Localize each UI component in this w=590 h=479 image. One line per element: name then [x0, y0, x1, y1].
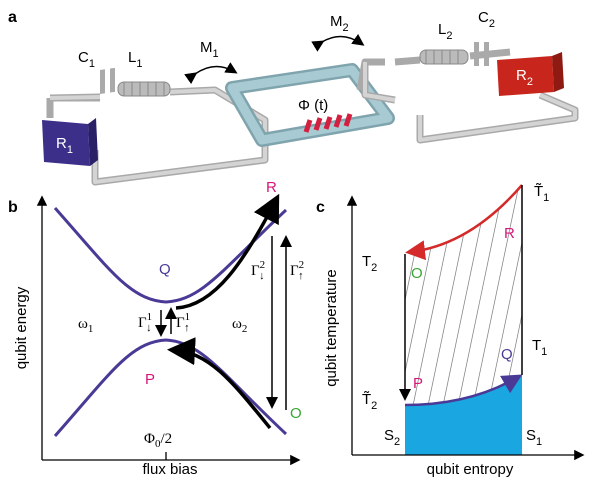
- component-label: L2: [438, 21, 452, 42]
- rest: /2: [160, 431, 172, 447]
- index: 2: [343, 22, 349, 34]
- rate-label: Γ1↑: [176, 311, 190, 334]
- symbol: ω: [78, 316, 88, 332]
- symbol: T̃: [362, 391, 371, 408]
- index: 1: [67, 144, 73, 156]
- y-axis-label: qubit energy: [13, 286, 30, 369]
- index: 1: [541, 346, 547, 358]
- sub: ↑: [184, 322, 190, 334]
- lower-level: [55, 340, 286, 436]
- transition-arrow: [176, 200, 276, 308]
- flux-label: Φ (t): [298, 97, 328, 114]
- symbol: S: [384, 427, 394, 444]
- symbol: M: [330, 13, 343, 30]
- index: 2: [371, 400, 377, 412]
- symbol: C: [78, 49, 89, 66]
- symbol: T: [362, 253, 371, 270]
- symbol: ω: [232, 316, 242, 332]
- entropy-label: S2: [384, 427, 400, 448]
- component-label: M2: [330, 13, 349, 34]
- upper-level: [55, 208, 286, 302]
- symbol: M: [200, 39, 213, 56]
- state-label: P: [145, 371, 155, 388]
- right-circuit: [360, 42, 575, 140]
- state-label: O: [411, 265, 423, 282]
- y-axis-label: qubit temperature: [323, 269, 340, 387]
- symbol: R: [516, 67, 527, 84]
- state-label: R: [266, 179, 277, 196]
- state-label: Q: [501, 346, 513, 363]
- state-label: R: [504, 225, 515, 242]
- index: 2: [489, 18, 495, 30]
- temperature-label: T̃2: [362, 391, 377, 412]
- component-label: M1: [200, 39, 219, 60]
- state-label: Q: [159, 261, 171, 278]
- index: 2: [527, 76, 533, 88]
- index: 2: [394, 436, 400, 448]
- symbol: L: [128, 49, 136, 66]
- index: 2: [242, 323, 248, 335]
- symbol: C: [478, 9, 489, 26]
- symbol: T: [532, 337, 541, 354]
- symbol: R: [56, 135, 67, 152]
- hatching: [380, 180, 580, 420]
- sub: ↓: [259, 270, 265, 282]
- index: 1: [88, 323, 94, 335]
- rate-label: Γ2↓: [251, 259, 265, 282]
- symbol: Φ: [144, 431, 155, 447]
- symbol: T̃: [534, 183, 543, 200]
- temperature-label: T2: [362, 253, 377, 274]
- component-label: C2: [478, 9, 495, 30]
- component-label: L1: [128, 49, 142, 70]
- rate-label: Γ2↑: [290, 259, 304, 282]
- x-axis-label: flux bias: [142, 461, 197, 478]
- index: 1: [213, 48, 219, 60]
- rate-label: Γ1↓: [138, 311, 152, 334]
- frequency-label: ω1: [78, 316, 93, 335]
- index: 2: [446, 30, 452, 42]
- state-label: O: [290, 405, 302, 422]
- index: 1: [543, 192, 549, 204]
- symbol: S: [526, 427, 536, 444]
- frequency-label: ω2: [232, 316, 247, 335]
- coupling-arrow: [195, 66, 235, 74]
- temperature-label: T1: [532, 337, 547, 358]
- component-label: C1: [78, 49, 95, 70]
- temperature-label: T̃1: [534, 183, 549, 204]
- figure: a C1 L1 M1 M2 L2 C2 R1 R2 Φ (t) b Q R P …: [0, 0, 590, 479]
- index: 1: [536, 436, 542, 448]
- panel-label: c: [316, 199, 325, 216]
- entropy-label: S1: [526, 427, 542, 448]
- tick-label: Φ0/2: [144, 431, 172, 450]
- coupling-arrow: [322, 36, 362, 44]
- transition-arrow: [174, 350, 270, 428]
- panel-label: a: [8, 9, 17, 26]
- sub: ↑: [298, 270, 304, 282]
- symbol: L: [438, 21, 446, 38]
- panel-label: b: [8, 199, 18, 216]
- sub: ↓: [146, 322, 152, 334]
- x-axis-label: qubit entropy: [427, 461, 514, 478]
- index: 2: [371, 262, 377, 274]
- index: 1: [136, 58, 142, 70]
- index: 1: [89, 58, 95, 70]
- state-label: P: [413, 375, 423, 392]
